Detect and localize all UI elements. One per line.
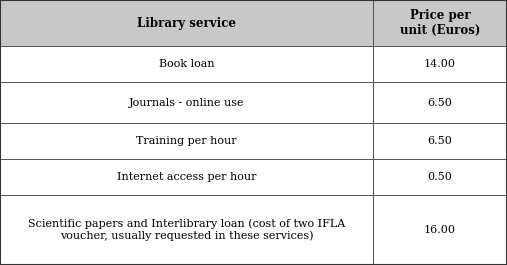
Bar [373, 82, 507, 123]
Bar [373, 123, 507, 159]
Bar [373, 0, 507, 46]
Text: 16.00: 16.00 [424, 225, 456, 235]
Text: 6.50: 6.50 [427, 136, 452, 146]
Text: Journals - online use: Journals - online use [129, 98, 244, 108]
Text: Internet access per hour: Internet access per hour [117, 172, 256, 182]
Bar [373, 159, 507, 195]
Text: Price per
unit (Euros): Price per unit (Euros) [400, 9, 480, 37]
Text: 14.00: 14.00 [424, 59, 456, 69]
Text: 6.50: 6.50 [427, 98, 452, 108]
Bar [373, 195, 507, 265]
Bar [373, 46, 507, 82]
Text: 0.50: 0.50 [427, 172, 452, 182]
Bar [0, 195, 373, 265]
Text: Scientific papers and Interlibrary loan (cost of two IFLA
voucher, usually reque: Scientific papers and Interlibrary loan … [28, 218, 345, 241]
Text: Training per hour: Training per hour [136, 136, 237, 146]
Bar [0, 159, 373, 195]
Text: Library service: Library service [137, 17, 236, 30]
Bar [0, 123, 373, 159]
Bar [0, 0, 373, 46]
Bar [0, 82, 373, 123]
Text: Book loan: Book loan [159, 59, 214, 69]
Bar [0, 46, 373, 82]
